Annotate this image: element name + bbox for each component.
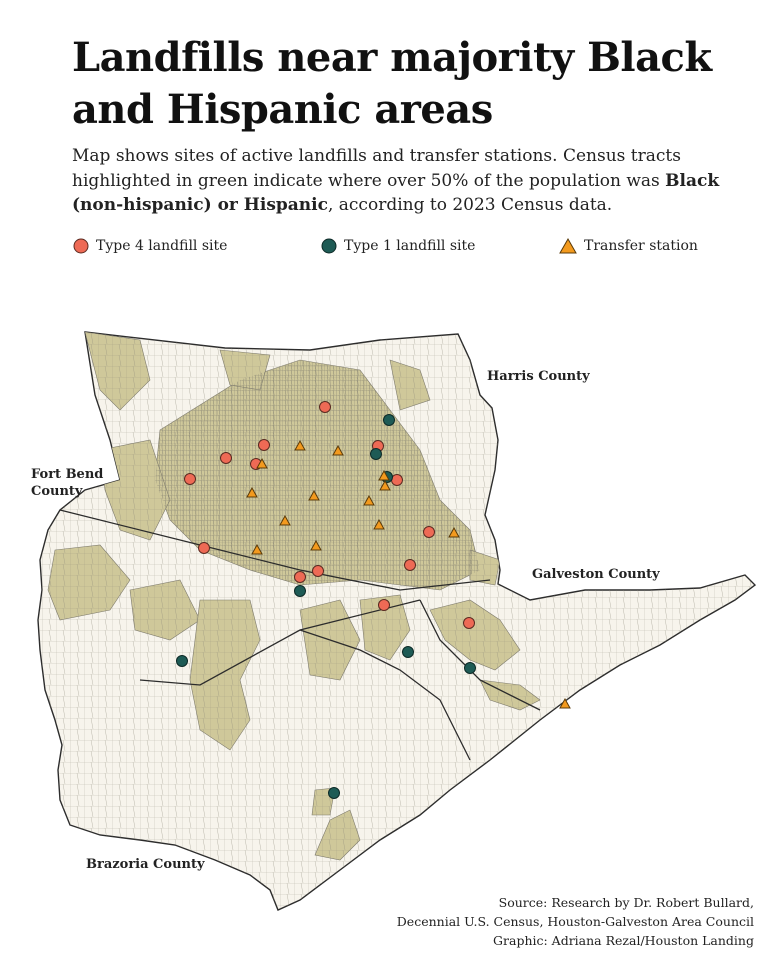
tract-grid [38,332,755,910]
source-line-1: Source: Research by Dr. Robert Bullard, [498,895,754,910]
region-map [37,331,757,911]
source-credit: Source: Research by Dr. Robert Bullard, … [397,893,754,950]
county-label-galveston: Galveston County [532,567,660,582]
county-label-fort-bend: Fort Bend County [31,467,104,499]
page-title: Landfills near majority Black and Hispan… [72,34,712,133]
county-boundaries [59,509,541,761]
legend-label-transfer: Transfer station [584,238,698,254]
type4-marker-icon [73,238,89,254]
subtitle-text-2: , according to 2023 Census data. [327,195,613,215]
legend-label-type4: Type 4 landfill site [96,238,228,254]
transfer-station-marker-icon [559,237,577,254]
type1-marker-icon [321,238,337,254]
source-line-3: Graphic: Adriana Rezal/Houston Landing [493,933,754,948]
legend-item-transfer: Transfer station [558,237,698,255]
transfer-stations [246,439,571,709]
county-label-brazoria: Brazoria County [86,857,205,872]
source-line-2: Decennial U.S. Census, Houston-Galveston… [396,914,754,929]
subtitle-bold: Black (non-hispanic) or Hispanic [72,170,720,216]
legend-item-type1: Type 1 landfill site [320,237,475,255]
legend: Type 4 landfill site Type 1 landfill sit… [72,237,752,261]
type4-sites [184,401,475,629]
subtitle: Map shows sites of active landfills and … [72,144,742,218]
county-label-harris: Harris County [487,369,590,384]
legend-label-type1: Type 1 landfill site [344,238,476,254]
subtitle-text-1: Map shows sites of active landfills and … [72,146,681,191]
type1-sites [176,414,476,799]
legend-item-type4: Type 4 landfill site [72,237,227,255]
